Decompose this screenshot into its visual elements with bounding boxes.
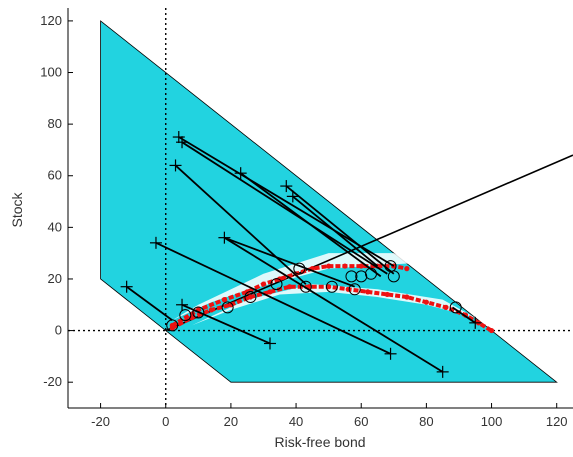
plus-marker	[384, 347, 397, 360]
plus-marker	[169, 159, 182, 172]
axes: -20 0 20 40 60 80 100 120 -20 0 20 40 60 80 100 120	[40, 8, 573, 429]
plus-marker	[172, 131, 185, 144]
plus-marker	[234, 167, 247, 180]
red-point	[365, 289, 371, 295]
red-point	[221, 297, 227, 303]
red-point	[247, 294, 254, 300]
segments	[126, 136, 476, 373]
segment-line	[451, 306, 476, 324]
red-point	[342, 263, 348, 269]
circle-marker	[355, 270, 368, 283]
x-axis-title: Risk-free bond	[274, 434, 365, 450]
y-tick-label: 60	[48, 168, 62, 183]
x-tick-label: -20	[91, 414, 110, 429]
circle-marker	[449, 301, 462, 314]
segment-line	[174, 164, 307, 285]
region-notch-lower	[191, 284, 476, 326]
red-point	[169, 322, 175, 329]
circle-marker	[345, 270, 358, 283]
circle-marker	[325, 280, 338, 293]
circle-marker	[387, 270, 400, 283]
plus-marker	[149, 236, 162, 249]
x-tick-label: 20	[224, 414, 238, 429]
x-tick-label: 40	[289, 414, 303, 429]
circle-marker	[348, 283, 361, 296]
red-point	[443, 304, 449, 310]
ray-line	[165, 154, 573, 332]
red-point	[326, 284, 332, 290]
red-point	[208, 307, 214, 313]
y-tick-label: 120	[40, 13, 62, 28]
segment-line	[155, 242, 391, 355]
circle-marker	[299, 280, 312, 293]
red-point	[358, 263, 364, 269]
plus-marker	[176, 136, 189, 149]
plus-marker	[120, 280, 133, 293]
x-tick-label: 0	[162, 414, 169, 429]
y-tick-label: 40	[48, 219, 62, 234]
red-curve-lower	[171, 284, 493, 333]
projection-ray	[165, 154, 573, 332]
y-tick-label: 80	[48, 116, 62, 131]
y-tick-label: 20	[48, 271, 62, 286]
segment-line	[292, 195, 379, 267]
y-axis-title: Stock	[9, 191, 25, 227]
red-point	[286, 284, 293, 290]
red-point	[326, 263, 332, 269]
circle-marker	[192, 306, 205, 319]
circle-marker	[293, 262, 306, 275]
circle-marker	[270, 278, 283, 291]
y-tick-label: 0	[55, 323, 62, 338]
plus-marker	[264, 337, 276, 350]
plus-marker	[176, 298, 189, 311]
segment-line	[181, 141, 388, 275]
y-tick-label: -20	[43, 374, 62, 389]
plus-marker	[436, 365, 449, 378]
red-point	[384, 291, 390, 298]
red-point	[488, 327, 495, 334]
circle-marker	[166, 319, 179, 332]
red-point	[423, 299, 429, 305]
plus-marker	[218, 231, 231, 244]
segment-line	[224, 236, 356, 288]
x-tick-label: 120	[546, 414, 568, 429]
y-tick-label: 100	[40, 65, 62, 80]
segment-line	[126, 285, 173, 321]
segment-line	[223, 236, 444, 373]
circle-marker	[179, 309, 192, 322]
plus-marker	[280, 180, 293, 193]
markers	[120, 131, 482, 378]
x-tick-label: 60	[354, 414, 368, 429]
plus-marker	[286, 190, 299, 203]
circle-marker	[244, 291, 257, 304]
x-tick-label: 80	[419, 414, 433, 429]
segment-line	[181, 303, 271, 345]
plus-marker	[469, 316, 482, 329]
circle-marker	[221, 301, 234, 314]
red-point	[267, 289, 273, 295]
circle-marker	[365, 267, 377, 280]
red-point	[404, 294, 410, 300]
x-tick-label: 100	[481, 414, 503, 429]
red-point	[404, 266, 410, 272]
segment-line	[240, 172, 382, 278]
segment-line	[285, 185, 395, 275]
red-point	[260, 281, 267, 287]
